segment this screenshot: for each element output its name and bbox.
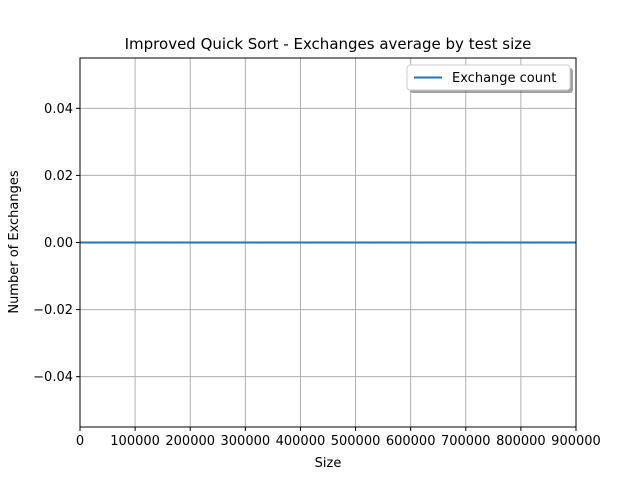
x-tick-label: 0 xyxy=(76,434,84,449)
y-tick-label: 0.04 xyxy=(44,102,73,117)
y-axis-label: Number of Exchanges xyxy=(7,170,22,314)
x-axis-ticks: 0 100000 200000 300000 400000 500000 600000 700… xyxy=(76,427,601,449)
legend: Exchange count xyxy=(406,64,573,93)
x-tick-label: 200000 xyxy=(165,434,215,449)
x-tick-label: 400000 xyxy=(276,434,326,449)
x-tick-label: 700000 xyxy=(441,434,491,449)
y-tick-label: 0.00 xyxy=(44,236,73,251)
chart-title: Improved Quick Sort - Exchanges average … xyxy=(125,35,532,53)
x-tick-label: 600000 xyxy=(386,434,436,449)
x-tick-label: 500000 xyxy=(331,434,381,449)
legend-box xyxy=(406,64,571,91)
x-tick-label: 300000 xyxy=(221,434,271,449)
y-tick-label: −0.02 xyxy=(33,303,73,318)
y-tick-label: 0.02 xyxy=(44,169,73,184)
y-tick-label: −0.04 xyxy=(33,370,73,385)
x-tick-label: 900000 xyxy=(551,434,601,449)
x-axis-label: Size xyxy=(315,456,342,471)
y-axis-ticks: −0.04 −0.02 0.00 0.02 0.04 xyxy=(33,102,80,385)
legend-label-exchange-count: Exchange count xyxy=(452,71,556,86)
x-tick-label: 800000 xyxy=(496,434,546,449)
x-tick-label: 100000 xyxy=(110,434,160,449)
